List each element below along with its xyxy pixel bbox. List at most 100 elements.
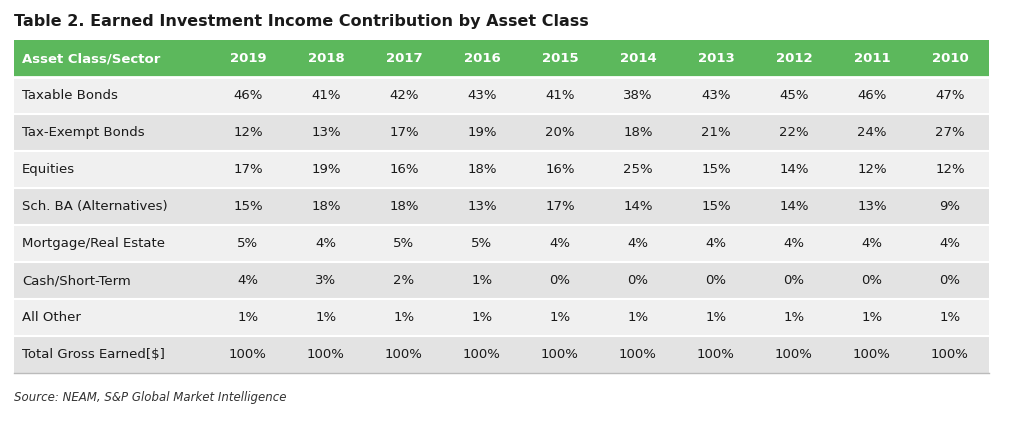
Text: 0%: 0% bbox=[783, 274, 804, 287]
Text: 15%: 15% bbox=[701, 200, 730, 213]
Text: 42%: 42% bbox=[389, 89, 418, 102]
Text: Sch. BA (Alternatives): Sch. BA (Alternatives) bbox=[22, 200, 167, 213]
Text: 12%: 12% bbox=[233, 126, 262, 139]
Text: 1%: 1% bbox=[861, 311, 882, 324]
Text: 38%: 38% bbox=[623, 89, 652, 102]
Text: 1%: 1% bbox=[705, 311, 726, 324]
Text: Total Gross Earned[$]: Total Gross Earned[$] bbox=[22, 348, 165, 361]
Bar bbox=[14, 336, 989, 373]
Text: 5%: 5% bbox=[237, 237, 258, 250]
Text: 24%: 24% bbox=[857, 126, 886, 139]
Text: 0%: 0% bbox=[939, 274, 960, 287]
Text: 13%: 13% bbox=[857, 200, 886, 213]
Text: 100%: 100% bbox=[697, 348, 735, 361]
Text: 5%: 5% bbox=[471, 237, 492, 250]
Text: 19%: 19% bbox=[467, 126, 496, 139]
Text: 13%: 13% bbox=[467, 200, 496, 213]
Text: 17%: 17% bbox=[545, 200, 574, 213]
Text: Taxable Bonds: Taxable Bonds bbox=[22, 89, 118, 102]
Text: 17%: 17% bbox=[233, 163, 262, 176]
Text: 45%: 45% bbox=[779, 89, 808, 102]
Text: 27%: 27% bbox=[935, 126, 964, 139]
Text: 4%: 4% bbox=[315, 237, 336, 250]
Text: 2018: 2018 bbox=[308, 52, 344, 65]
Text: 100%: 100% bbox=[775, 348, 813, 361]
Bar bbox=[14, 262, 989, 299]
Text: 41%: 41% bbox=[545, 89, 574, 102]
Text: 47%: 47% bbox=[935, 89, 964, 102]
Text: 21%: 21% bbox=[701, 126, 730, 139]
Text: 13%: 13% bbox=[311, 126, 340, 139]
Text: All Other: All Other bbox=[22, 311, 81, 324]
Text: 14%: 14% bbox=[623, 200, 652, 213]
Text: 4%: 4% bbox=[549, 237, 570, 250]
Text: 2011: 2011 bbox=[854, 52, 890, 65]
Text: 1%: 1% bbox=[939, 311, 960, 324]
Text: 2017: 2017 bbox=[386, 52, 422, 65]
Text: 2010: 2010 bbox=[932, 52, 968, 65]
Text: 14%: 14% bbox=[779, 163, 808, 176]
Bar bbox=[14, 188, 989, 225]
Text: 0%: 0% bbox=[705, 274, 726, 287]
Text: Mortgage/Real Estate: Mortgage/Real Estate bbox=[22, 237, 165, 250]
Text: 100%: 100% bbox=[463, 348, 501, 361]
Text: Equities: Equities bbox=[22, 163, 75, 176]
Text: 46%: 46% bbox=[233, 89, 262, 102]
Text: 2013: 2013 bbox=[698, 52, 734, 65]
Text: 100%: 100% bbox=[541, 348, 579, 361]
Text: 2014: 2014 bbox=[620, 52, 656, 65]
Bar bbox=[14, 77, 989, 114]
Text: 15%: 15% bbox=[233, 200, 262, 213]
Text: 18%: 18% bbox=[311, 200, 340, 213]
Text: 4%: 4% bbox=[705, 237, 726, 250]
Text: Source: NEAM, S&P Global Market Intelligence: Source: NEAM, S&P Global Market Intellig… bbox=[14, 391, 287, 404]
Text: 100%: 100% bbox=[229, 348, 267, 361]
Text: Tax-Exempt Bonds: Tax-Exempt Bonds bbox=[22, 126, 145, 139]
Text: 1%: 1% bbox=[783, 311, 804, 324]
Text: 2015: 2015 bbox=[542, 52, 578, 65]
Text: 17%: 17% bbox=[389, 126, 418, 139]
Text: 1%: 1% bbox=[393, 311, 414, 324]
Text: 0%: 0% bbox=[861, 274, 882, 287]
Text: 46%: 46% bbox=[857, 89, 886, 102]
Bar bbox=[14, 151, 989, 188]
Bar bbox=[14, 114, 989, 151]
Text: 0%: 0% bbox=[627, 274, 648, 287]
Text: 100%: 100% bbox=[619, 348, 657, 361]
Text: Table 2. Earned Investment Income Contribution by Asset Class: Table 2. Earned Investment Income Contri… bbox=[14, 14, 589, 29]
Text: 1%: 1% bbox=[549, 311, 570, 324]
Bar bbox=[14, 40, 989, 77]
Text: 18%: 18% bbox=[389, 200, 418, 213]
Text: 20%: 20% bbox=[545, 126, 574, 139]
Text: 100%: 100% bbox=[385, 348, 423, 361]
Bar bbox=[14, 299, 989, 336]
Text: 16%: 16% bbox=[389, 163, 418, 176]
Text: 2016: 2016 bbox=[464, 52, 500, 65]
Text: 18%: 18% bbox=[467, 163, 496, 176]
Text: 16%: 16% bbox=[545, 163, 574, 176]
Text: 4%: 4% bbox=[783, 237, 804, 250]
Text: 22%: 22% bbox=[779, 126, 808, 139]
Text: 12%: 12% bbox=[935, 163, 964, 176]
Text: 1%: 1% bbox=[471, 311, 492, 324]
Text: 2019: 2019 bbox=[230, 52, 266, 65]
Text: 100%: 100% bbox=[931, 348, 969, 361]
Text: 2%: 2% bbox=[393, 274, 414, 287]
Bar bbox=[14, 225, 989, 262]
Text: 100%: 100% bbox=[307, 348, 345, 361]
Text: Cash/Short-Term: Cash/Short-Term bbox=[22, 274, 131, 287]
Text: 4%: 4% bbox=[627, 237, 648, 250]
Text: 2012: 2012 bbox=[776, 52, 812, 65]
Text: 19%: 19% bbox=[311, 163, 340, 176]
Text: 1%: 1% bbox=[237, 311, 258, 324]
Text: 18%: 18% bbox=[623, 126, 652, 139]
Text: 1%: 1% bbox=[471, 274, 492, 287]
Text: 0%: 0% bbox=[549, 274, 570, 287]
Text: 25%: 25% bbox=[623, 163, 652, 176]
Text: 100%: 100% bbox=[853, 348, 891, 361]
Text: 4%: 4% bbox=[237, 274, 258, 287]
Text: 1%: 1% bbox=[627, 311, 648, 324]
Text: 12%: 12% bbox=[857, 163, 886, 176]
Text: 43%: 43% bbox=[701, 89, 730, 102]
Text: 15%: 15% bbox=[701, 163, 730, 176]
